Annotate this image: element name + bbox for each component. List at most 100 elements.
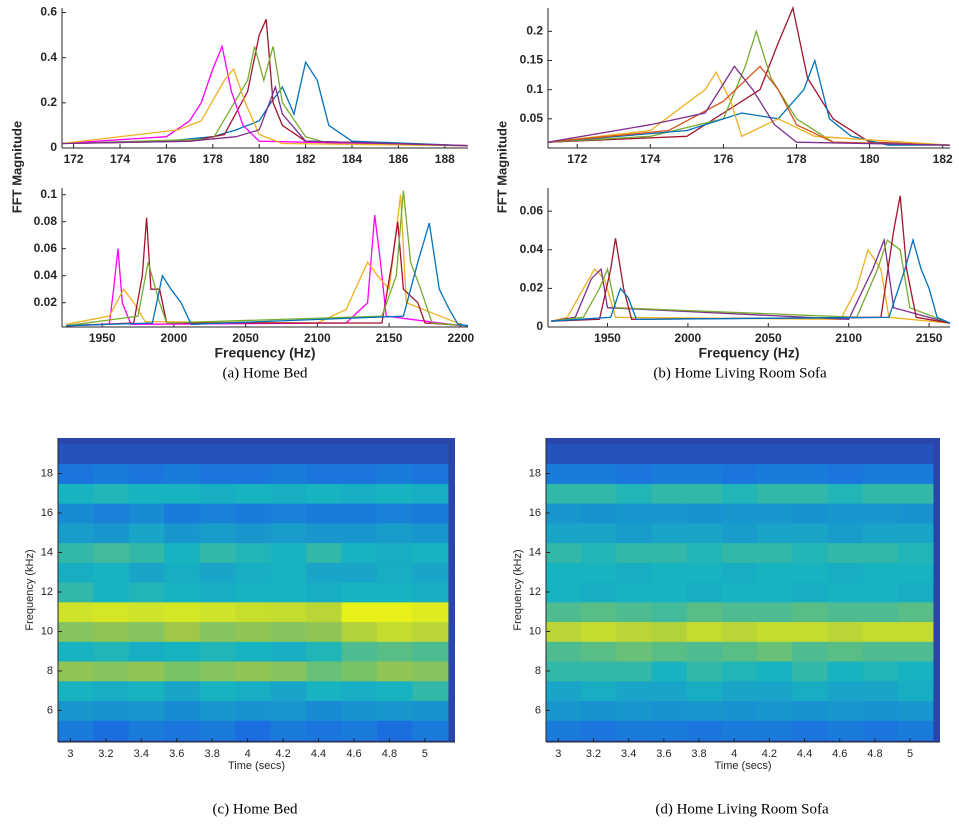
- heat-cell: [341, 700, 378, 721]
- heat-cell: [341, 483, 378, 504]
- heat-cell: [58, 621, 94, 642]
- heat-cell: [546, 463, 582, 484]
- y-tick-label: 12: [529, 586, 541, 598]
- heat-cell: [235, 582, 272, 603]
- heat-cell: [58, 503, 94, 524]
- heat-cell: [199, 720, 236, 741]
- heat-cell: [412, 522, 449, 544]
- x-tick-label: 4.4: [797, 748, 812, 760]
- panel: 3 3.2 3.4 3.6 3.8 4 4.2 4.4 4.6 4.8 5 6 8 10 12 14 16 18 T…: [24, 438, 455, 772]
- y-tick-label: 0.15: [520, 53, 544, 67]
- heat-cell: [306, 601, 343, 623]
- heat-cell: [827, 720, 864, 741]
- y-tick-label: 0.08: [34, 214, 58, 228]
- heat-cell: [827, 443, 864, 465]
- series-line: [66, 217, 469, 327]
- heat-cell: [164, 582, 201, 603]
- heat-cell: [616, 641, 653, 662]
- heat-cell: [58, 562, 94, 583]
- heat-cell: [686, 641, 723, 662]
- series-line: [66, 190, 469, 327]
- heat-cell: [792, 641, 828, 662]
- y-axis-label: FFT Magnitude: [494, 121, 509, 213]
- heat-cell: [377, 542, 413, 563]
- x-tick-label: 3.6: [656, 748, 671, 760]
- heat-cell: [686, 720, 723, 741]
- heat-cell: [757, 443, 793, 465]
- heat-cell: [412, 700, 449, 721]
- heat-cell: [897, 443, 934, 465]
- heat-cell: [306, 641, 343, 662]
- series-line: [61, 46, 469, 147]
- x-tick-label: 178: [786, 152, 806, 166]
- heat-cell: [757, 601, 793, 623]
- heat-cell: [581, 522, 617, 544]
- heat-cell: [412, 483, 449, 504]
- y-tick-label: 0.1: [40, 187, 57, 201]
- heat-cell: [93, 503, 130, 524]
- heat-cell: [897, 641, 934, 662]
- heat-cell: [412, 641, 449, 662]
- heat-cell: [306, 483, 343, 504]
- heat-cell: [235, 463, 272, 484]
- y-tick-label: 0.6: [40, 5, 57, 19]
- heat-cell: [616, 582, 653, 603]
- series-line: [61, 67, 469, 147]
- series-line: [547, 58, 950, 146]
- heat-cell: [164, 542, 201, 563]
- heat-cell: [199, 483, 236, 504]
- series-line: [551, 237, 951, 324]
- heat-cell: [862, 463, 899, 484]
- heat-cell: [862, 522, 899, 544]
- heat-cell: [546, 542, 582, 563]
- x-tick-label: 4.8: [382, 748, 397, 760]
- heat-cell: [651, 542, 688, 563]
- heat-cell: [235, 680, 272, 702]
- heat-cell: [792, 700, 828, 721]
- heat-cell: [377, 661, 413, 682]
- heat-cell: [306, 542, 343, 563]
- x-tick-label: 172: [567, 152, 587, 166]
- heat-cell: [93, 562, 130, 583]
- heat-cell: [827, 542, 864, 563]
- x-tick-label: 182: [933, 152, 953, 166]
- x-tick-label: 2100: [304, 331, 331, 345]
- heat-cell: [235, 700, 272, 721]
- heat-cell: [58, 700, 94, 721]
- heat-cell: [546, 503, 582, 524]
- heat-cell: [827, 483, 864, 504]
- heat-cell: [164, 641, 201, 662]
- heat-cell: [792, 463, 828, 484]
- x-tick-label: 180: [249, 152, 269, 166]
- heat-cell: [686, 680, 723, 702]
- heat-cell: [757, 522, 793, 544]
- series-line: [61, 19, 469, 147]
- heat-cell: [827, 641, 864, 662]
- heat-cell: [897, 720, 934, 741]
- y-tick-label: 18: [529, 467, 541, 479]
- heat-cell: [757, 700, 793, 721]
- heat-cell: [58, 463, 94, 484]
- heat-cell: [270, 700, 307, 721]
- x-tick-label: 3.2: [586, 748, 601, 760]
- heat-cell: [827, 661, 864, 682]
- x-tick-label: 2150: [376, 331, 403, 345]
- heat-cell: [757, 621, 793, 642]
- heat-cell: [757, 641, 793, 662]
- y-tick-label: 0.1: [526, 82, 543, 96]
- heat-cell: [164, 562, 201, 583]
- heat-cell: [581, 700, 617, 721]
- heat-cell: [58, 641, 94, 662]
- x-tick-label: 188: [435, 152, 455, 166]
- heat-cell: [757, 463, 793, 484]
- x-tick-label: 4.2: [762, 748, 777, 760]
- heat-cell: [341, 542, 378, 563]
- heat-cell: [897, 680, 934, 702]
- heat-cell: [270, 661, 307, 682]
- y-tick-label: 16: [529, 507, 541, 519]
- heat-cell: [651, 621, 688, 642]
- heat-cell: [721, 463, 758, 484]
- heat-cell: [792, 601, 828, 623]
- heat-cell: [128, 621, 165, 642]
